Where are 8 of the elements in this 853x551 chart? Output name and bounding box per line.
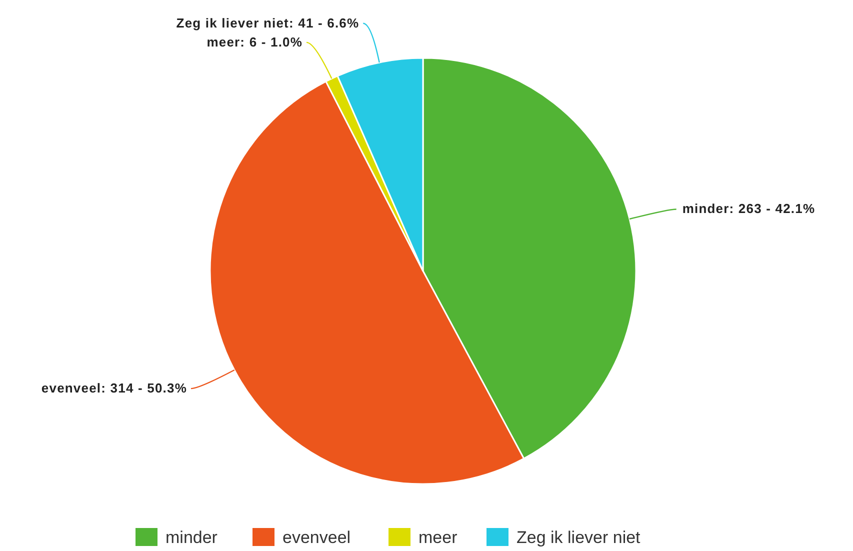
- legend-label: evenveel: [282, 528, 351, 547]
- data-label: minder: 263 - 42.1%: [682, 201, 816, 216]
- data-label: evenveel: 314 - 50.3%: [41, 380, 187, 396]
- legend-label: Zeg ik liever niet: [516, 528, 641, 547]
- legend-label: meer: [418, 528, 458, 547]
- data-label: meer: 6 - 1.0%: [206, 34, 303, 50]
- data-label: Zeg ik liever niet: 41 - 6.6%: [176, 15, 360, 30]
- legend-label: minder: [166, 528, 218, 547]
